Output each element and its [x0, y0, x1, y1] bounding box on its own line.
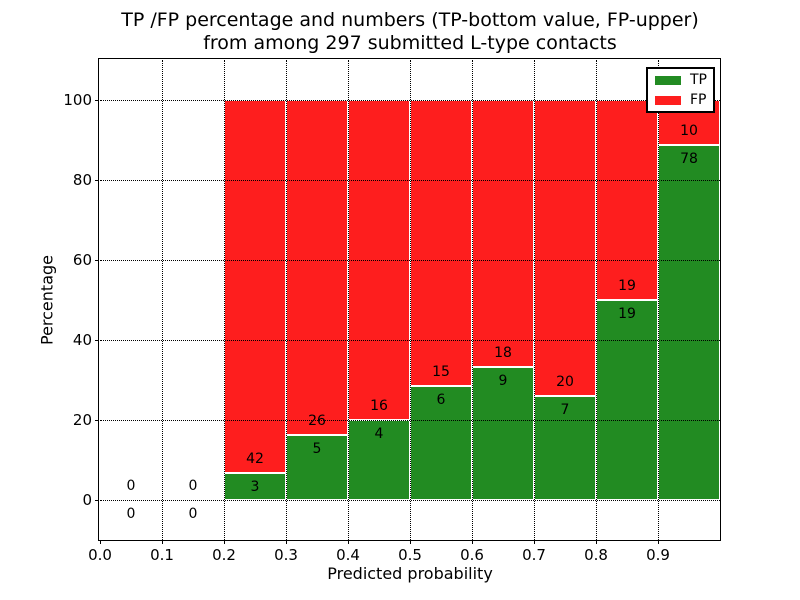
- x-tick-label: 0.8: [584, 546, 608, 564]
- y-tick-label: 100: [63, 91, 92, 109]
- bar-segment-fp: [534, 100, 596, 397]
- legend: TP FP: [646, 67, 715, 113]
- plot-area: 0 0 0 0 42 3 26 5 16 4 15 6 18 9 20 7 19 19 10 78: [100, 60, 720, 540]
- bar-segment-tp: [286, 435, 348, 500]
- bar-value-label-tp: 3: [250, 479, 260, 496]
- bar-value-label-tp: 19: [618, 306, 636, 322]
- x-tick-mark: [657, 540, 659, 544]
- y-tick-mark: [95, 419, 99, 421]
- gridline-horizontal: [100, 419, 720, 421]
- bar-value-label-tp: 7: [560, 402, 570, 419]
- x-tick-label: 0.9: [646, 546, 670, 564]
- bar-value-label-fp: 20: [556, 374, 574, 391]
- gridline-horizontal: [100, 339, 720, 341]
- bar-segment-tp: [534, 396, 596, 500]
- bar-value-label-tp: 5: [312, 441, 322, 458]
- x-tick-label: 0.0: [88, 546, 112, 564]
- y-tick-label: 40: [72, 331, 92, 349]
- x-tick-label: 0.4: [336, 546, 360, 564]
- y-tick-mark: [95, 499, 99, 501]
- bar-segment-fp: [410, 100, 472, 386]
- legend-row-fp: FP: [655, 92, 707, 108]
- legend-label-tp: TP: [690, 72, 707, 88]
- bar-value-label-tp: 78: [680, 151, 698, 168]
- gridline-vertical: [347, 60, 349, 540]
- gridline-vertical: [161, 60, 163, 540]
- bar-value-label-tp: 9: [498, 372, 508, 389]
- bar-value-label-fp: 10: [680, 123, 698, 140]
- bar-segment-fp: [286, 100, 348, 436]
- bar-value-label-fp: 16: [370, 398, 388, 414]
- x-tick-label: 0.1: [150, 546, 174, 564]
- legend-label-fp: FP: [690, 92, 707, 108]
- bar-value-label-tp: 4: [374, 426, 384, 442]
- gridline-horizontal: [100, 259, 720, 261]
- gridline-vertical: [657, 60, 659, 540]
- gridline-horizontal: [100, 179, 720, 181]
- bar-segment-tp: [410, 385, 472, 500]
- x-axis-label: Predicted probability: [327, 564, 493, 583]
- x-tick-mark: [409, 540, 411, 544]
- bar-segment-fp: [224, 100, 286, 474]
- bar-segment-tp: [472, 366, 534, 500]
- y-tick-label: 60: [72, 251, 92, 269]
- legend-row-tp: TP: [655, 72, 707, 88]
- bar-value-label-fp: 15: [432, 363, 450, 380]
- bar-value-label-fp: 19: [618, 278, 636, 294]
- bar-value-label-fp: 42: [246, 451, 264, 468]
- bar-segment-tp: [224, 473, 286, 500]
- x-tick-mark: [285, 540, 287, 544]
- bar-value-label-tp: 0: [188, 506, 198, 522]
- gridline-vertical: [223, 60, 225, 540]
- y-tick-label: 0: [82, 491, 92, 509]
- bar-value-label-fp: 18: [494, 344, 512, 361]
- bar-value-label-tp: 0: [126, 506, 136, 522]
- bar-segment-fp: [596, 100, 658, 300]
- chart-title-line-1: TP /FP percentage and numbers (TP-bottom…: [121, 9, 699, 31]
- chart-title-line-2: from among 297 submitted L-type contacts: [203, 32, 617, 54]
- bar-segment-tp: [596, 300, 658, 500]
- x-tick-mark: [347, 540, 349, 544]
- y-tick-label: 20: [72, 411, 92, 429]
- legend-swatch-tp: [655, 75, 681, 85]
- y-tick-mark: [95, 339, 99, 341]
- gridline-vertical: [533, 60, 535, 540]
- x-tick-mark: [533, 540, 535, 544]
- bar-value-label-tp: 6: [436, 391, 446, 408]
- x-tick-label: 0.3: [274, 546, 298, 564]
- bar-value-label-fp: 0: [126, 478, 136, 494]
- x-tick-label: 0.5: [398, 546, 422, 564]
- x-tick-mark: [471, 540, 473, 544]
- y-tick-label: 80: [72, 171, 92, 189]
- gridline-vertical: [285, 60, 287, 540]
- y-tick-mark: [95, 179, 99, 181]
- x-tick-label: 0.6: [460, 546, 484, 564]
- bar-value-label-fp: 0: [188, 478, 198, 494]
- x-tick-mark: [161, 540, 163, 544]
- gridline-vertical: [471, 60, 473, 540]
- gridline-vertical: [409, 60, 411, 540]
- bar-segment-tp: [658, 145, 720, 500]
- x-tick-mark: [99, 540, 101, 544]
- x-tick-mark: [595, 540, 597, 544]
- bar-value-label-fp: 26: [308, 413, 326, 430]
- bar-segment-fp: [472, 100, 534, 367]
- legend-swatch-fp: [655, 95, 681, 105]
- x-tick-mark: [223, 540, 225, 544]
- x-tick-label: 0.2: [212, 546, 236, 564]
- gridline-horizontal: [100, 99, 720, 101]
- gridline-horizontal: [100, 499, 720, 501]
- y-tick-mark: [95, 259, 99, 261]
- x-tick-label: 0.7: [522, 546, 546, 564]
- gridline-vertical: [595, 60, 597, 540]
- y-tick-mark: [95, 99, 99, 101]
